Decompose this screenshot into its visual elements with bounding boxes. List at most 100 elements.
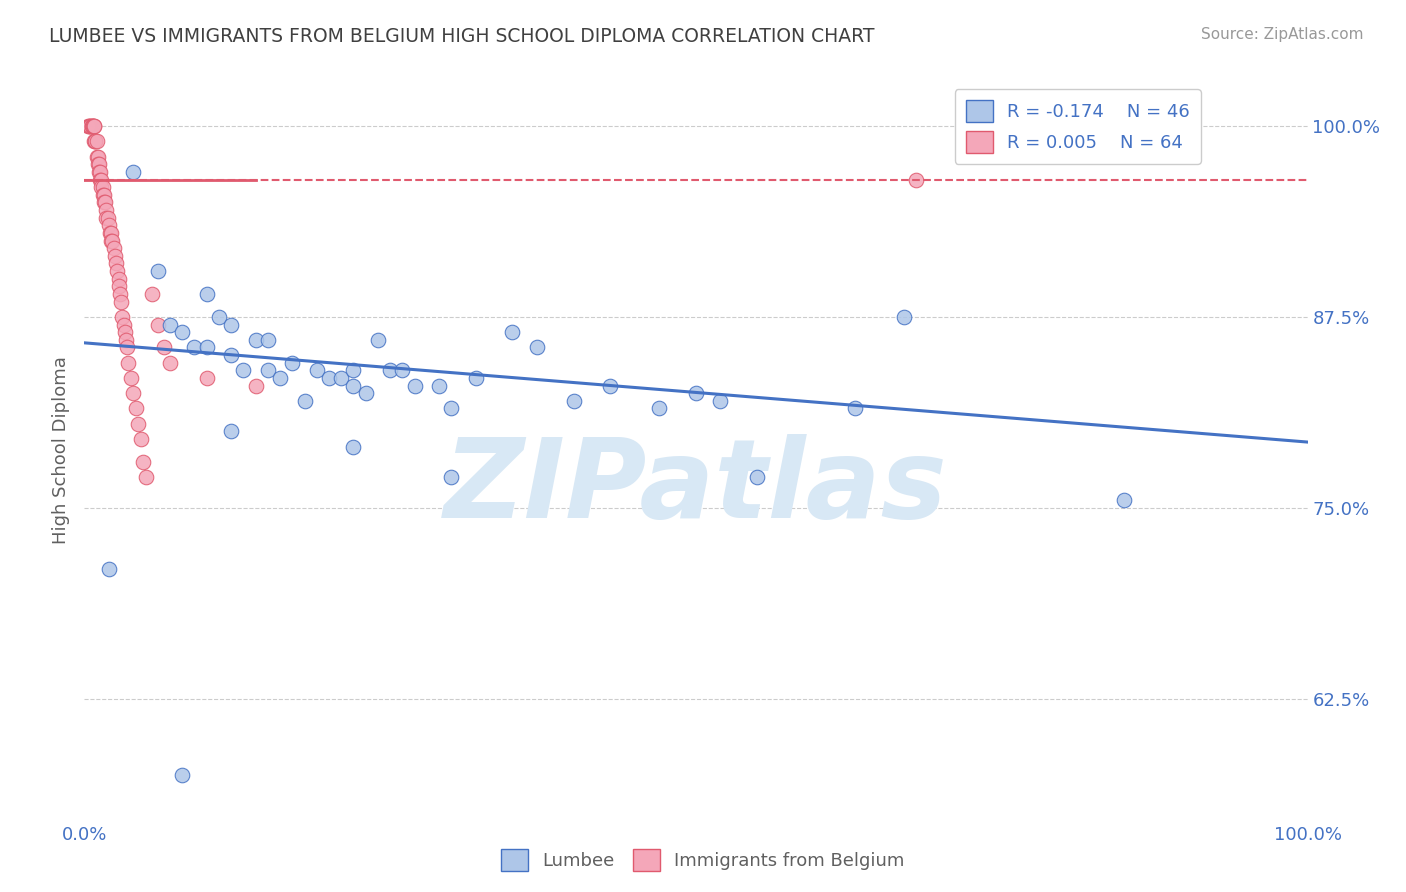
Point: [87, 157, 110, 171]
Point: [94, 195, 117, 210]
Point: [84, 134, 107, 148]
Point: [110, 294, 132, 309]
Point: [342, 378, 364, 392]
Point: [79, 119, 101, 133]
Point: [208, 310, 231, 324]
Point: [107, 271, 129, 285]
Point: [96, 202, 118, 217]
Point: [91, 180, 114, 194]
Point: [105, 264, 128, 278]
Point: [90, 180, 112, 194]
Point: [98, 226, 121, 240]
Point: [83, 119, 105, 133]
Point: [599, 378, 621, 392]
Point: [103, 241, 125, 255]
Point: [108, 287, 131, 301]
Point: [648, 401, 671, 416]
Point: [115, 340, 138, 354]
Point: [269, 371, 291, 385]
Point: [101, 234, 124, 248]
Point: [330, 371, 353, 385]
Point: [281, 356, 304, 370]
Point: [100, 226, 122, 240]
Point: [526, 340, 548, 354]
Point: [97, 219, 120, 233]
Point: [82, 119, 104, 133]
Point: [129, 432, 152, 446]
Point: [141, 287, 163, 301]
Legend: Lumbee, Immigrants from Belgium: Lumbee, Immigrants from Belgium: [494, 842, 912, 879]
Point: [844, 401, 866, 416]
Point: [79, 119, 101, 133]
Point: [305, 363, 328, 377]
Point: [747, 470, 769, 484]
Point: [132, 455, 155, 469]
Point: [77, 119, 100, 133]
Point: [146, 318, 169, 332]
Point: [342, 363, 364, 377]
Point: [562, 393, 585, 408]
Point: [146, 264, 169, 278]
Point: [464, 371, 486, 385]
Point: [159, 356, 181, 370]
Point: [502, 325, 524, 339]
Text: Source: ZipAtlas.com: Source: ZipAtlas.com: [1201, 27, 1364, 42]
Point: [115, 333, 138, 347]
Point: [245, 333, 267, 347]
Point: [404, 378, 426, 392]
Point: [87, 157, 110, 171]
Point: [111, 310, 134, 324]
Point: [93, 195, 115, 210]
Point: [893, 310, 915, 324]
Point: [183, 340, 205, 354]
Point: [135, 470, 157, 484]
Point: [219, 425, 242, 439]
Point: [342, 440, 364, 454]
Point: [367, 333, 389, 347]
Point: [80, 119, 103, 133]
Point: [219, 348, 242, 362]
Legend: R = -0.174    N = 46, R = 0.005    N = 64: R = -0.174 N = 46, R = 0.005 N = 64: [955, 89, 1201, 164]
Point: [159, 318, 181, 332]
Text: LUMBEE VS IMMIGRANTS FROM BELGIUM HIGH SCHOOL DIPLOMA CORRELATION CHART: LUMBEE VS IMMIGRANTS FROM BELGIUM HIGH S…: [49, 27, 875, 45]
Point: [90, 172, 112, 186]
Point: [87, 165, 110, 179]
Point: [107, 279, 129, 293]
Point: [80, 119, 103, 133]
Point: [77, 119, 100, 133]
Point: [100, 234, 122, 248]
Point: [318, 371, 340, 385]
Point: [195, 371, 218, 385]
Point: [89, 165, 111, 179]
Point: [125, 401, 148, 416]
Point: [105, 256, 128, 270]
Point: [195, 340, 218, 354]
Point: [82, 119, 104, 133]
Point: [93, 187, 115, 202]
Point: [709, 393, 731, 408]
Point: [440, 470, 463, 484]
Point: [440, 401, 463, 416]
Point: [391, 363, 413, 377]
Y-axis label: High School Diploma: High School Diploma: [52, 357, 70, 544]
Point: [114, 325, 136, 339]
Point: [86, 150, 108, 164]
Point: [172, 768, 194, 782]
Point: [257, 363, 280, 377]
Point: [83, 119, 105, 133]
Point: [172, 325, 194, 339]
Point: [97, 562, 120, 576]
Point: [153, 340, 176, 354]
Point: [219, 318, 242, 332]
Point: [117, 356, 139, 370]
Point: [97, 211, 120, 225]
Point: [905, 172, 928, 186]
Text: ZIPatlas: ZIPatlas: [444, 434, 948, 541]
Point: [380, 363, 402, 377]
Point: [685, 386, 707, 401]
Point: [122, 386, 145, 401]
Point: [127, 417, 149, 431]
Point: [112, 318, 135, 332]
Point: [89, 172, 111, 186]
Point: [195, 287, 218, 301]
